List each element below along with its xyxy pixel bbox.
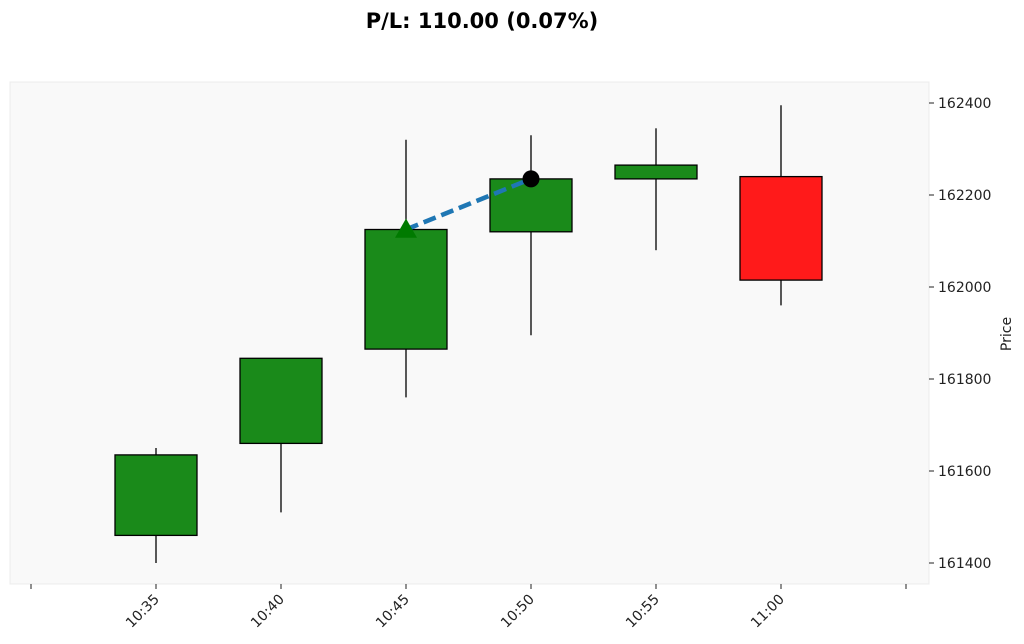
- x-tick-label: 10:55: [623, 592, 663, 632]
- candle-body: [739, 175, 823, 281]
- y-tick-label: 161800: [938, 372, 991, 388]
- candle-body: [364, 228, 448, 350]
- y-tick-label: 162200: [938, 188, 991, 204]
- y-axis: 161400 161600 161800 162000 162200 162400: [929, 96, 991, 572]
- chart-title: P/L: 110.00 (0.07%): [366, 9, 599, 33]
- candles: [114, 105, 823, 563]
- y-axis-label: Price: [999, 317, 1015, 351]
- x-tick-label: 11:00: [748, 592, 788, 632]
- candle-body: [614, 164, 698, 180]
- trade-overlay: [395, 170, 540, 238]
- x-tick-label: 10:45: [373, 592, 413, 632]
- entry-marker-triangle: [395, 218, 417, 238]
- y-tick-label: 162400: [938, 96, 991, 112]
- x-tick-label: 10:35: [123, 592, 163, 632]
- y-tick-label: 162000: [938, 280, 991, 296]
- x-axis: 10:35 10:40 10:45 10:50 10:55 11:00: [30, 584, 907, 632]
- x-tick-label: 10:50: [498, 592, 538, 632]
- candle-body: [239, 357, 323, 445]
- trade-line: [405, 176, 532, 232]
- y-tick-label: 161600: [938, 464, 991, 480]
- x-tick-label: 10:40: [248, 592, 288, 632]
- candle-body: [114, 454, 198, 537]
- exit-marker-circle: [522, 170, 540, 188]
- y-tick-label: 161400: [938, 556, 991, 572]
